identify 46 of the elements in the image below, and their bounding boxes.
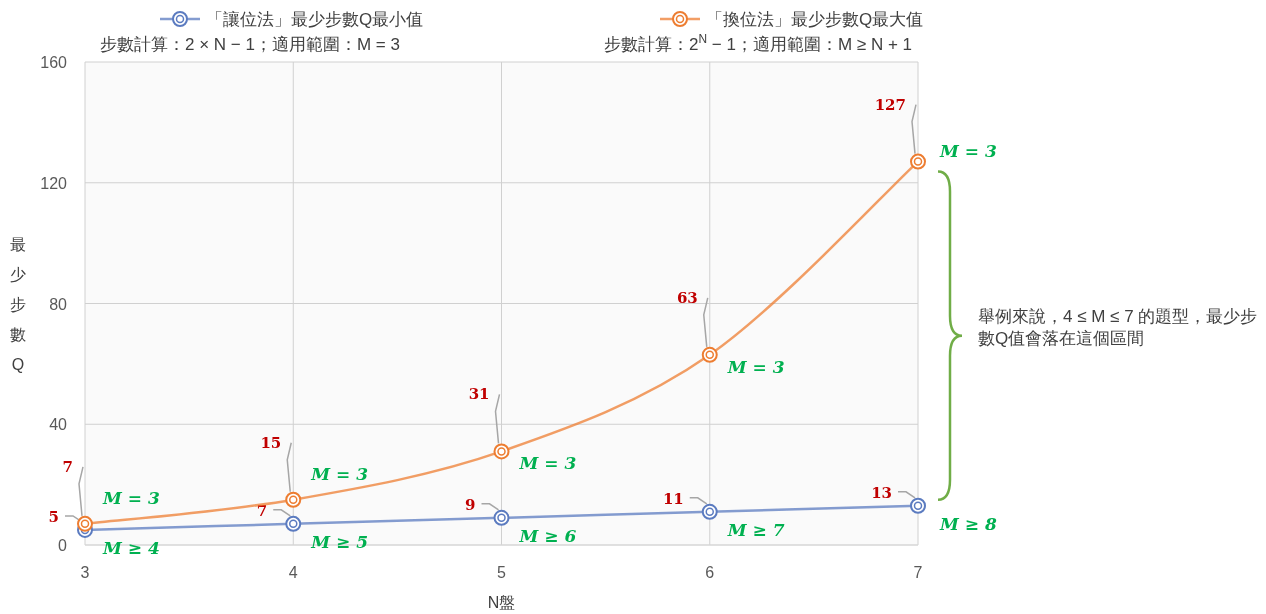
point [493,443,510,460]
point [77,515,93,532]
point [701,346,718,363]
y-tick-label: 160 [40,54,68,71]
y-tick-label: 120 [40,174,68,192]
data-label: 31 [468,385,490,404]
point [285,515,302,532]
annotation: M = 3 [102,487,160,508]
data-label: 15 [260,433,282,452]
x-tick-label: 4 [288,564,298,581]
data-label: 127 [874,95,906,114]
text: 步數計算：2$^{N}$ − 1；適用範圍：M ≥ N + 1 [604,32,912,54]
annotation: M ≥ 6 [518,525,577,546]
data-label: 11 [662,489,684,508]
annotation: M = 3 [310,463,369,484]
annotation: M = 3 [726,356,785,377]
text: 舉例來說，4 ≤ M ≤ 7 的題型，最少步數Q值會落在這個區間 [978,305,1259,350]
y-tick-label: 0 [58,537,68,554]
x-tick-label: 3 [80,564,90,581]
data-label: 7 [256,501,268,520]
data-label: 63 [676,288,698,307]
point [701,503,718,520]
annotation: M ≥ 7 [726,519,785,540]
legend-label: 「換位法」最少步數Q最大值 [706,10,924,29]
y-axis-title: 最少步數Q [10,236,26,373]
x-tick-label: 7 [913,564,923,581]
annotation: M ≥ 5 [310,531,368,552]
x-axis-title: N盤 [487,594,516,611]
data-label: 13 [871,483,892,502]
text: 步數計算：2 × N − 1；適用範圍：M = 3 [100,35,400,54]
annotation: M ≥ 4 [102,537,160,558]
y-tick-label: 40 [49,416,68,434]
data-label: 7 [62,457,73,476]
legend-label: 「讓位法」最少步數Q最小值 [206,10,424,29]
data-label: 9 [465,495,476,514]
point [493,509,510,526]
point [910,497,926,514]
y-tick-label: 80 [49,295,68,313]
point [910,153,926,170]
point [285,491,302,508]
data-label: 5 [48,507,59,526]
annotation: M ≥ 8 [939,513,997,534]
annotation: M = 3 [518,453,577,474]
x-tick-label: 5 [497,564,507,581]
annotation: M = 3 [939,140,997,161]
x-tick-label: 6 [705,564,715,581]
